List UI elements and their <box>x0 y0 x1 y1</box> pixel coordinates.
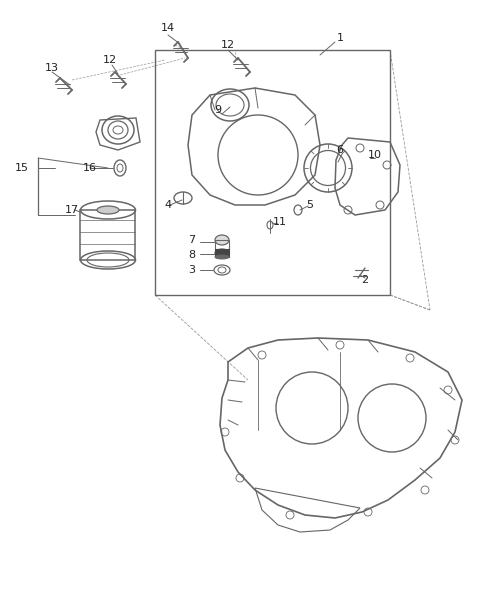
Text: 9: 9 <box>215 105 222 115</box>
Text: 17: 17 <box>65 205 79 215</box>
Ellipse shape <box>215 255 229 259</box>
Text: 12: 12 <box>221 40 235 50</box>
Text: 5: 5 <box>307 200 313 210</box>
Text: 2: 2 <box>361 275 369 285</box>
Bar <box>215 240 229 250</box>
Text: 6: 6 <box>336 145 344 155</box>
Text: 12: 12 <box>103 55 117 65</box>
Text: 16: 16 <box>83 163 97 173</box>
Text: 7: 7 <box>189 235 195 245</box>
Bar <box>215 249 229 257</box>
Text: 14: 14 <box>161 23 175 33</box>
Bar <box>80 210 135 260</box>
Ellipse shape <box>215 235 229 245</box>
Text: 3: 3 <box>189 265 195 275</box>
Text: 11: 11 <box>273 217 287 227</box>
Text: 13: 13 <box>45 63 59 73</box>
Ellipse shape <box>97 206 119 214</box>
Text: 8: 8 <box>189 250 195 260</box>
Bar <box>155 50 390 295</box>
Text: 4: 4 <box>165 200 171 210</box>
Text: 15: 15 <box>15 163 29 173</box>
Text: 1: 1 <box>336 33 344 43</box>
Text: 10: 10 <box>368 150 382 160</box>
Ellipse shape <box>215 249 229 257</box>
